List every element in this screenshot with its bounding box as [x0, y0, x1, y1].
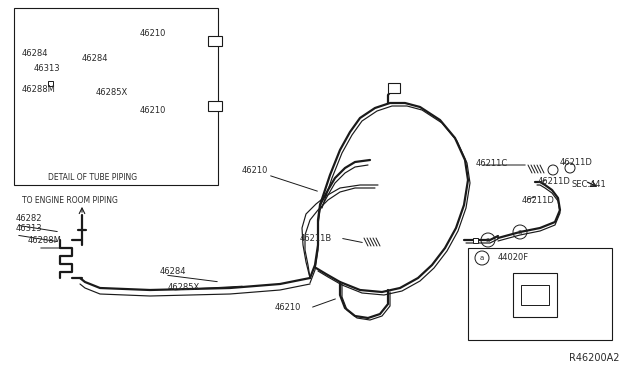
Text: TO ENGINE ROOM PIPING: TO ENGINE ROOM PIPING [22, 196, 118, 205]
Bar [521, 285, 549, 305]
Text: 46211D: 46211D [522, 196, 555, 205]
Text: SEC.441: SEC.441 [572, 180, 607, 189]
Text: 46282: 46282 [16, 214, 42, 222]
Text: a: a [480, 255, 484, 261]
Text: 46285X: 46285X [96, 87, 128, 96]
Text: 46211B: 46211B [300, 234, 332, 243]
Text: R46200A2: R46200A2 [570, 353, 620, 363]
Text: 46313: 46313 [16, 224, 43, 232]
Text: 46285X: 46285X [168, 283, 200, 292]
Bar [513, 273, 557, 317]
Text: 46210: 46210 [140, 29, 166, 38]
Bar [14, 8, 218, 185]
Bar [474, 237, 479, 243]
Text: 46284: 46284 [160, 267, 186, 276]
Text: 46313: 46313 [34, 64, 61, 73]
Bar [208, 36, 222, 46]
Bar [388, 83, 400, 93]
Text: 46211D: 46211D [560, 157, 593, 167]
Text: 46284: 46284 [22, 48, 49, 58]
Bar [468, 248, 612, 340]
Text: 46284: 46284 [82, 54, 109, 62]
Bar [208, 101, 222, 111]
Text: 46210: 46210 [242, 166, 268, 174]
Text: 46288M: 46288M [28, 235, 62, 244]
Text: 46210: 46210 [275, 304, 301, 312]
Text: 46211C: 46211C [476, 158, 508, 167]
Bar [47, 80, 52, 86]
Text: a: a [486, 237, 490, 243]
Text: DETAIL OF TUBE PIPING: DETAIL OF TUBE PIPING [48, 173, 137, 182]
Text: a: a [518, 229, 522, 235]
Text: 46211D: 46211D [538, 176, 571, 186]
Text: 46288M: 46288M [22, 84, 56, 93]
Text: 44020F: 44020F [498, 253, 529, 263]
Text: 46210: 46210 [140, 106, 166, 115]
